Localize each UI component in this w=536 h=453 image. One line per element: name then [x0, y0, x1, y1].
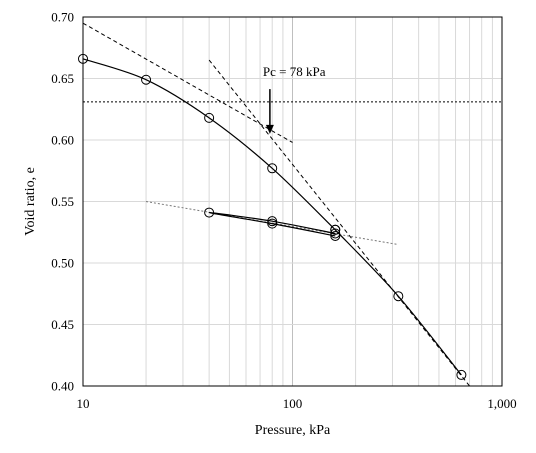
data-point-marker — [204, 112, 215, 123]
construction-lines — [82, 22, 502, 387]
dotted-construction-line — [145, 201, 399, 246]
preconsolidation-label: Pc = 78 kPa — [263, 64, 326, 79]
y-tick-label: 0.60 — [51, 133, 74, 148]
tick-labels: 10 100 1,000 0.40 0.45 0.50 0.55 0.60 0.65 0.70 — [51, 10, 516, 412]
annotation-layer: Pc = 78 kPa — [263, 64, 326, 134]
series-line-virgin-compression — [334, 229, 462, 376]
preconsolidation-arrow-head — [265, 124, 274, 134]
data-point-marker — [393, 291, 404, 302]
data-point-marker — [456, 369, 467, 380]
series-line-loading — [82, 58, 336, 231]
x-tick-label: 1,000 — [487, 396, 516, 411]
data-point-marker — [267, 163, 278, 174]
data-point-marker — [330, 230, 341, 241]
y-tick-label: 0.65 — [51, 71, 74, 86]
data-point-marker — [330, 224, 341, 235]
x-axis-title: Pressure, kPa — [255, 423, 331, 438]
data-point-marker — [330, 228, 341, 239]
data-point-marker — [141, 74, 152, 85]
plot-frame — [82, 16, 503, 387]
y-tick-label: 0.45 — [51, 317, 74, 332]
y-tick-label: 0.50 — [51, 256, 74, 271]
y-tick-label: 0.55 — [51, 194, 74, 209]
data-point-marker — [267, 216, 278, 227]
x-tick-label: 10 — [77, 396, 90, 411]
data-point-marker — [204, 207, 215, 218]
data-point-marker — [267, 218, 278, 229]
x-tick-label: 100 — [283, 396, 303, 411]
y-tick-label: 0.70 — [51, 10, 74, 25]
y-tick-label: 0.40 — [51, 379, 74, 394]
dashed-construction-line — [82, 22, 293, 143]
y-axis-title: Void ratio, e — [23, 167, 38, 236]
series-line-unload-reload — [208, 211, 336, 237]
data-series — [78, 53, 467, 380]
